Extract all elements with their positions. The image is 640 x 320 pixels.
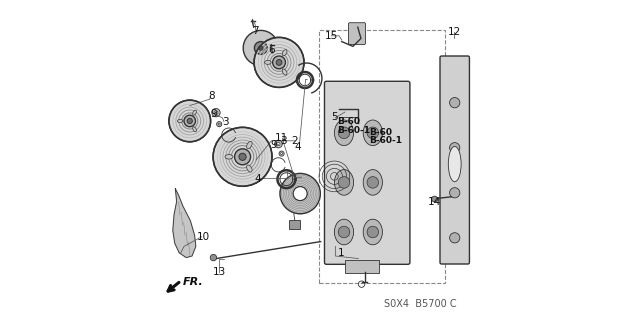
FancyBboxPatch shape <box>324 81 410 264</box>
Ellipse shape <box>282 69 287 75</box>
Circle shape <box>273 56 285 69</box>
Text: 4: 4 <box>294 142 301 152</box>
Text: B-60-1: B-60-1 <box>369 136 402 145</box>
Text: S0X4  B5700 C: S0X4 B5700 C <box>385 299 457 309</box>
Circle shape <box>187 118 193 124</box>
Ellipse shape <box>246 141 252 148</box>
Ellipse shape <box>177 119 183 123</box>
FancyBboxPatch shape <box>349 23 365 44</box>
Circle shape <box>169 100 211 142</box>
Circle shape <box>184 115 196 127</box>
Text: 13: 13 <box>212 267 226 277</box>
Circle shape <box>279 151 284 156</box>
Circle shape <box>239 153 246 160</box>
Text: B-60: B-60 <box>369 128 392 137</box>
Circle shape <box>275 140 282 148</box>
Circle shape <box>259 46 263 50</box>
Circle shape <box>450 98 460 108</box>
Ellipse shape <box>193 110 196 115</box>
Circle shape <box>276 142 280 146</box>
Text: 3: 3 <box>222 116 229 127</box>
Ellipse shape <box>334 170 354 195</box>
Text: 12: 12 <box>448 27 461 37</box>
Text: 4: 4 <box>254 174 261 184</box>
Circle shape <box>254 37 304 87</box>
Text: 9: 9 <box>270 140 277 150</box>
Circle shape <box>339 226 349 238</box>
Ellipse shape <box>364 219 383 245</box>
Text: B-60-1: B-60-1 <box>338 126 371 135</box>
Text: 1: 1 <box>338 248 345 258</box>
Circle shape <box>367 177 379 188</box>
Circle shape <box>210 254 216 261</box>
Text: B-60: B-60 <box>338 117 360 126</box>
Circle shape <box>243 30 278 66</box>
Text: 7: 7 <box>252 26 259 36</box>
Circle shape <box>450 233 460 243</box>
Text: 14: 14 <box>428 196 441 207</box>
Circle shape <box>281 153 283 155</box>
Ellipse shape <box>246 165 252 172</box>
Circle shape <box>339 177 349 188</box>
Ellipse shape <box>282 50 287 56</box>
Ellipse shape <box>193 127 196 132</box>
Ellipse shape <box>449 147 461 182</box>
FancyBboxPatch shape <box>440 56 470 264</box>
Text: 11: 11 <box>275 132 288 143</box>
FancyBboxPatch shape <box>344 260 379 273</box>
Text: 3: 3 <box>280 136 287 146</box>
Circle shape <box>213 127 272 186</box>
Ellipse shape <box>364 120 383 146</box>
Text: 15: 15 <box>324 31 338 41</box>
Text: FR.: FR. <box>182 277 203 287</box>
Circle shape <box>214 111 218 115</box>
Ellipse shape <box>264 60 271 64</box>
Text: 6: 6 <box>268 44 275 55</box>
Ellipse shape <box>334 120 354 146</box>
Circle shape <box>276 60 282 65</box>
Text: 5: 5 <box>331 112 338 122</box>
Circle shape <box>367 226 379 238</box>
Circle shape <box>450 143 460 153</box>
Circle shape <box>212 108 220 117</box>
Circle shape <box>367 127 379 139</box>
Circle shape <box>450 188 460 198</box>
Circle shape <box>216 122 222 127</box>
Circle shape <box>432 196 438 202</box>
Text: 10: 10 <box>196 232 210 242</box>
Circle shape <box>235 149 251 165</box>
Text: 8: 8 <box>208 91 214 101</box>
Text: 2: 2 <box>291 136 298 146</box>
Polygon shape <box>173 189 196 258</box>
Circle shape <box>218 123 220 125</box>
Ellipse shape <box>364 170 383 195</box>
Text: 9: 9 <box>211 108 217 119</box>
Ellipse shape <box>225 155 233 159</box>
FancyBboxPatch shape <box>289 220 300 229</box>
Circle shape <box>255 42 268 54</box>
Circle shape <box>339 127 349 139</box>
Ellipse shape <box>334 219 354 245</box>
